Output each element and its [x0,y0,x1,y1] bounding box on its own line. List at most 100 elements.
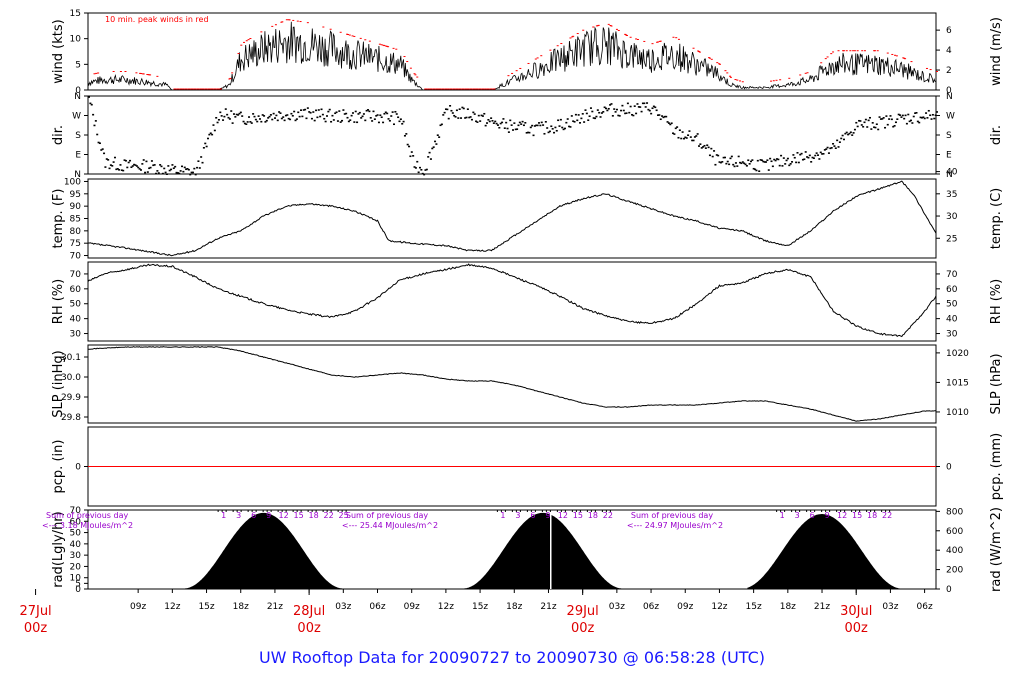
peak-wind-mark [636,38,639,40]
xtick-label: 18z [233,602,249,612]
ylabel-right-temp: temp. (C) [989,188,1004,250]
peak-wind-mark [891,53,894,55]
dir-point [146,171,149,173]
ytick-label-rad: 50 [70,529,82,539]
dir-point [201,161,204,164]
ytick-label-temp: 100 [64,177,81,187]
dir-point [644,106,647,108]
dir-point [204,142,207,145]
dir-point [801,158,804,161]
dir-point [803,158,806,161]
dir-point [103,152,106,155]
dir-point [539,124,542,127]
rad-hour-tick [496,510,498,512]
dir-point [650,112,653,115]
dir-point [708,154,711,157]
dir-point [851,134,854,136]
dir-point [466,108,469,111]
peak-wind-mark [95,72,98,74]
peak-wind-mark [364,39,367,41]
ylabel-right-pcp: pcp. (mm) [989,433,1004,500]
peak-wind-mark [403,56,406,58]
rad-hour-label: 6 [810,511,815,520]
dir-point [360,117,363,119]
dir-point [628,111,631,114]
dir-point [164,171,167,174]
dir-point [890,118,893,121]
dir-point [284,114,287,117]
rad-hour-tick [594,510,596,512]
dir-point [629,105,632,108]
peak-wind-mark [560,43,563,45]
peak-wind-mark [697,50,700,52]
xtick-label: 03z [882,602,898,612]
peak-wind-mark [387,46,390,48]
dir-point [528,131,531,134]
page-title: UW Rooftop Data for 20090727 to 20090730… [258,648,766,667]
rad-hour-tick [232,510,234,512]
dir-point [149,166,152,169]
dir-point [888,118,891,120]
xtick-label: 21z [540,602,556,612]
dir-point [554,126,557,129]
ytick-label-rad: 30 [70,551,82,561]
peak-wind-mark [597,24,600,26]
dir-point [382,121,385,124]
dir-point [202,146,205,149]
dir-point [566,118,569,120]
ytick-label-slp: 30.0 [61,373,81,383]
dir-point [486,122,489,124]
dir-point [383,112,386,115]
peak-wind-mark [142,73,145,75]
peak-wind-mark [692,47,695,49]
ylabel-rh: RH (%) [51,279,66,324]
dir-point [181,165,184,168]
dir-point [640,110,643,113]
dir-point [669,123,672,126]
dir-point [862,125,865,128]
dir-point [780,154,783,157]
dir-point [548,130,551,133]
dir-point [778,164,781,167]
dir-point [520,123,523,125]
ytick-right-label-rad: 600 [946,527,963,537]
dir-point [532,134,535,137]
dir-point [406,143,409,146]
peak-wind-mark [395,48,398,50]
rad-annotation-title: Sum of previous day [346,511,428,520]
rad-hour-tick [881,510,883,512]
dir-point [295,118,298,120]
dir-point [754,168,757,171]
rad-hour-tick [534,510,536,512]
rad-hour-tick [292,510,294,512]
dir-point [108,167,111,170]
dir-point [135,165,138,167]
dir-point [755,169,758,172]
ytick-right-label-slp: 1010 [946,408,969,418]
day-hour-label: 00z [845,621,869,636]
dir-point [331,114,334,117]
ytick-right-label-rh: 50 [946,300,958,310]
rad-hour-tick [851,510,853,512]
dir-point [476,121,479,123]
dir-point [215,116,218,119]
peak-wind-mark [876,50,879,52]
dir-point [525,132,528,134]
peak-wind-mark [515,70,518,72]
peak-wind-mark [698,51,701,53]
dir-point [591,110,594,113]
peak-wind-mark [804,72,807,74]
day-hour-label: 00z [297,621,321,636]
dir-point [228,118,231,120]
ytick-label-wind: 0 [75,86,81,96]
dir-point [655,109,658,112]
dir-point [309,111,312,114]
dir-point [799,153,802,156]
dir-point [874,126,877,129]
dir-point [884,126,887,129]
dir-point [829,147,832,150]
dir-point [818,158,821,160]
rad-hour-tick [281,510,283,512]
dir-point [324,120,327,123]
dir-point [175,171,178,174]
